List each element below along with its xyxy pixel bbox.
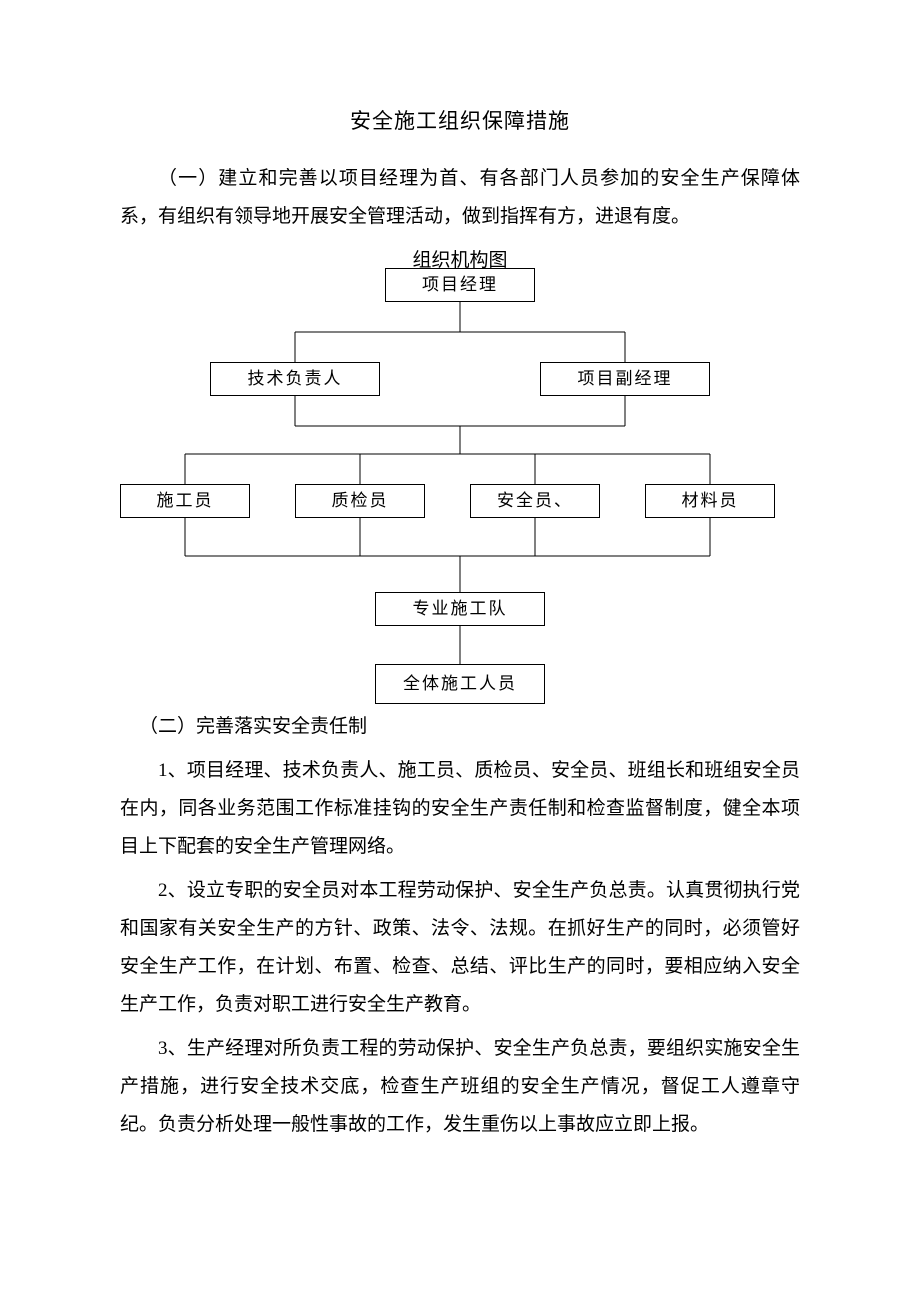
section2-heading: （二）完善落实安全责任制 [120, 708, 800, 746]
section2-para2: 2、设立专职的安全员对本工程劳动保护、安全生产负总责。认真贯彻执行党和国家有关安… [120, 872, 800, 1024]
section2-para1: 1、项目经理、技术负责人、施工员、质检员、安全员、班组长和班组安全员在内，同各业… [120, 752, 800, 866]
node-materials: 材料员 [645, 484, 775, 518]
node-construction: 施工员 [120, 484, 250, 518]
node-pro-team: 专业施工队 [375, 592, 545, 626]
document-title: 安全施工组织保障措施 [120, 100, 800, 142]
org-chart-connectors [120, 244, 800, 704]
node-safety: 安全员、 [470, 484, 600, 518]
node-all-workers: 全体施工人员 [375, 664, 545, 704]
node-project-manager: 项目经理 [385, 268, 535, 302]
node-tech-lead: 技术负责人 [210, 362, 380, 396]
paragraph-intro: （一）建立和完善以项目经理为首、有各部门人员参加的安全生产保障体系，有组织有领导… [120, 160, 800, 236]
document-page: 安全施工组织保障措施 （一）建立和完善以项目经理为首、有各部门人员参加的安全生产… [0, 0, 920, 1301]
section2-para3: 3、生产经理对所负责工程的劳动保护、安全生产负总责，要组织实施安全生产措施，进行… [120, 1030, 800, 1144]
org-chart: 组织机构图 项目经理 技术负责人 项目副经理 施工员 质检员 安全员、 材料员 … [120, 244, 800, 704]
node-quality: 质检员 [295, 484, 425, 518]
node-deputy-manager: 项目副经理 [540, 362, 710, 396]
